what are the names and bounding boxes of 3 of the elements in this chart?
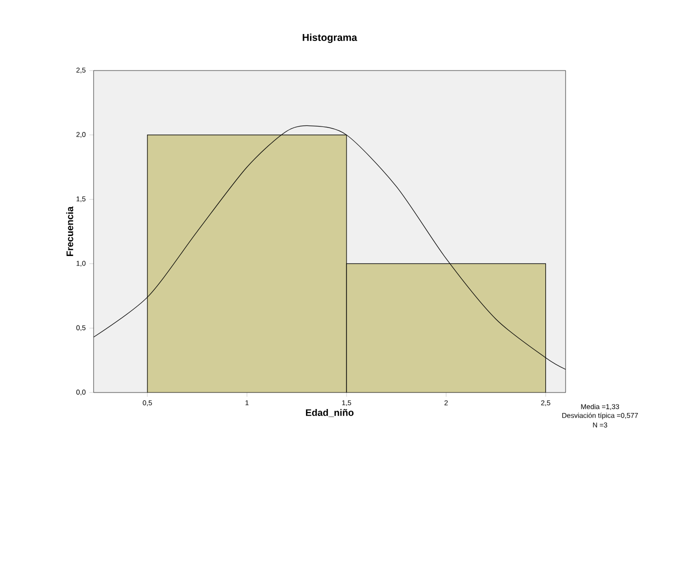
x-axis-title: Edad_niño — [306, 408, 354, 418]
chart-title: Histograma — [302, 34, 358, 43]
y-axis-title: Frecuencia — [66, 206, 74, 256]
